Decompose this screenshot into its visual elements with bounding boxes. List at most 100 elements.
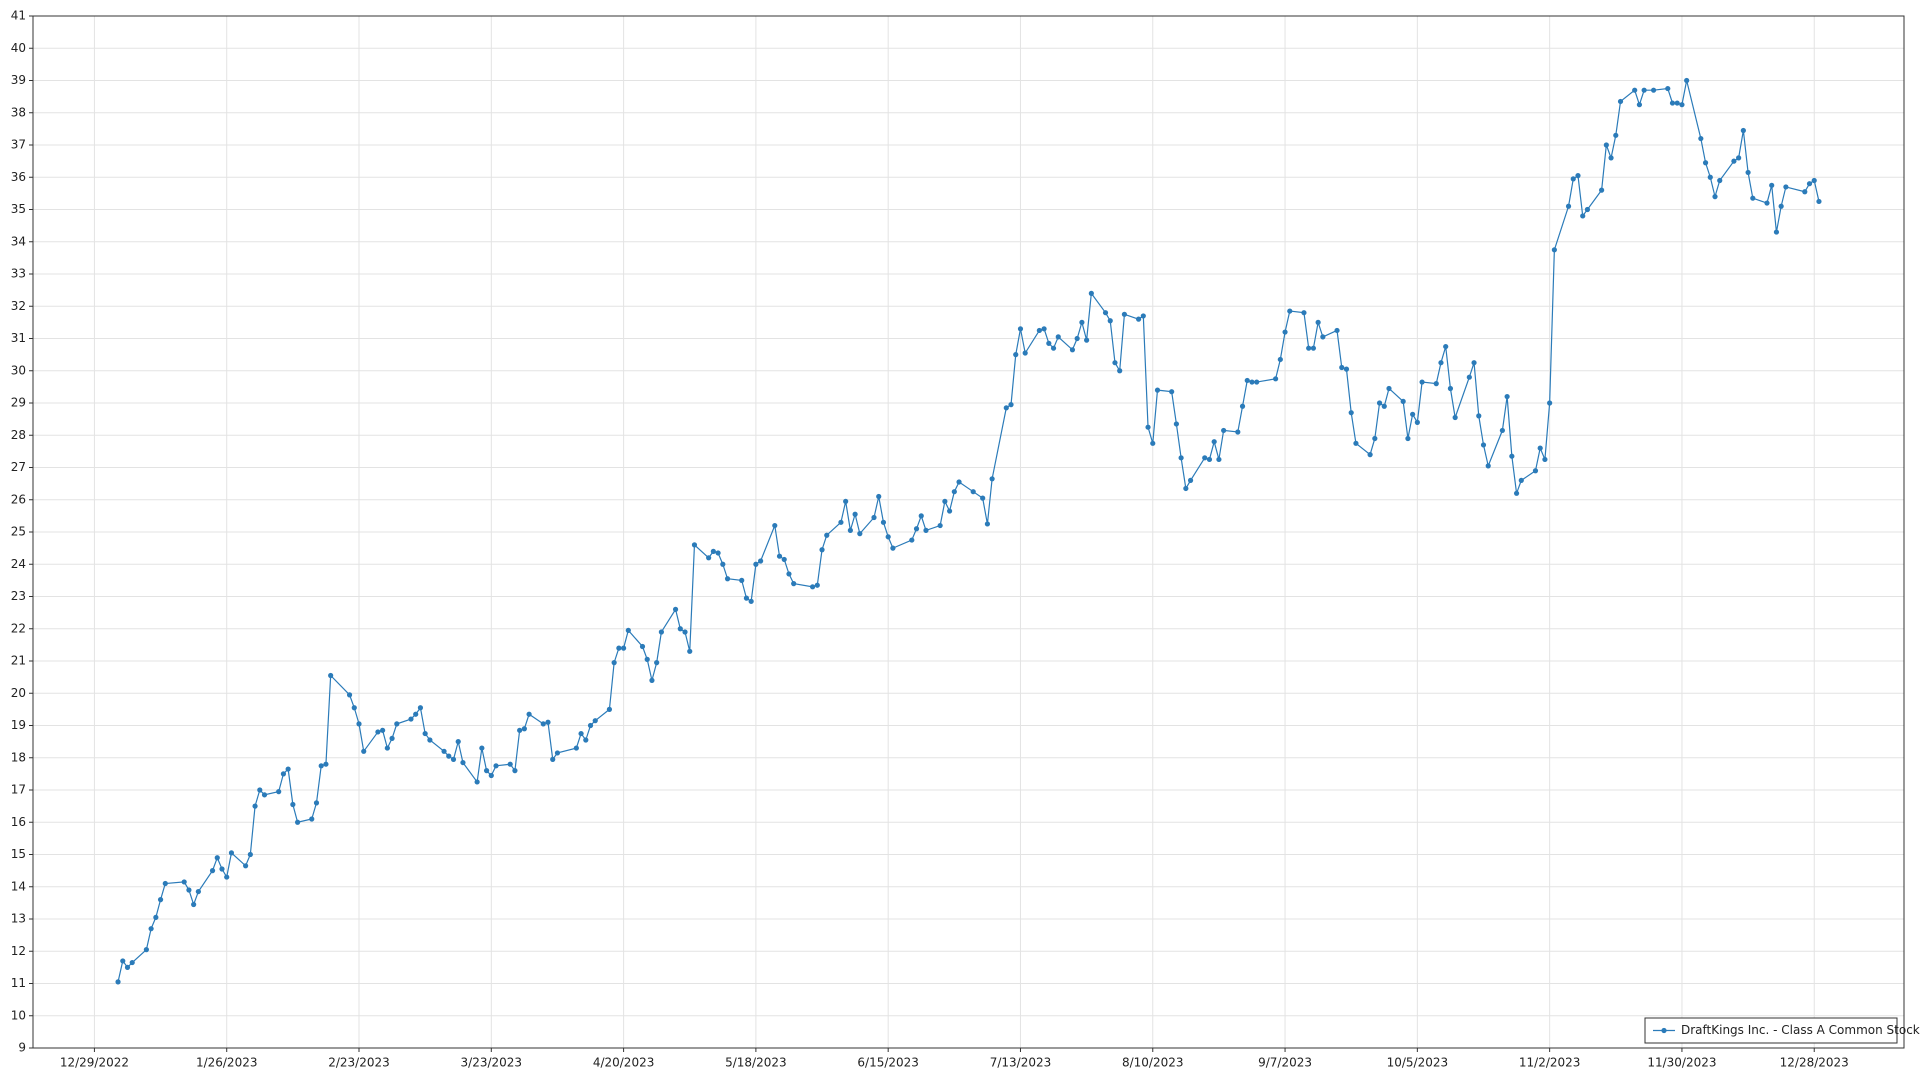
marker xyxy=(772,522,778,529)
marker xyxy=(554,750,561,756)
marker xyxy=(1702,160,1709,166)
marker xyxy=(1542,456,1548,463)
marker xyxy=(162,880,168,887)
marker xyxy=(243,863,249,869)
legend: DraftKings Inc. - Class A Common Stock xyxy=(1644,1017,1920,1044)
marker xyxy=(1806,181,1813,187)
marker xyxy=(814,582,820,588)
marker xyxy=(290,801,296,808)
y-tick-label: 26 xyxy=(11,492,26,506)
marker xyxy=(677,626,683,632)
marker xyxy=(1551,247,1557,253)
marker xyxy=(1150,440,1156,446)
marker xyxy=(1603,142,1609,148)
marker xyxy=(285,766,291,772)
marker xyxy=(1310,345,1317,351)
marker xyxy=(1055,334,1061,340)
marker xyxy=(540,721,546,727)
marker xyxy=(1079,319,1085,325)
y-tick-label: 17 xyxy=(11,783,26,797)
marker xyxy=(115,979,121,985)
marker xyxy=(1239,403,1246,409)
x-tick-label: 12/28/2023 xyxy=(1780,1056,1849,1070)
marker xyxy=(1447,385,1454,392)
marker xyxy=(1471,360,1477,366)
marker xyxy=(1745,169,1751,176)
y-tick-label: 29 xyxy=(11,396,26,410)
marker xyxy=(1367,452,1373,458)
marker xyxy=(1178,455,1184,461)
marker xyxy=(375,729,381,735)
marker xyxy=(1381,403,1387,409)
marker xyxy=(578,730,584,737)
x-tick-label: 11/30/2023 xyxy=(1647,1056,1716,1070)
marker xyxy=(706,555,712,561)
marker xyxy=(1287,308,1293,314)
marker xyxy=(672,606,679,613)
marker xyxy=(474,779,480,785)
marker xyxy=(1537,445,1543,451)
marker xyxy=(191,901,197,908)
marker xyxy=(219,866,225,872)
marker xyxy=(228,850,235,856)
marker xyxy=(583,737,589,743)
marker xyxy=(153,914,159,920)
marker xyxy=(356,721,362,727)
x-tick-label: 12/29/2022 xyxy=(60,1056,129,1070)
marker xyxy=(1183,485,1189,492)
marker xyxy=(687,648,693,654)
marker xyxy=(361,748,367,754)
marker xyxy=(408,716,414,722)
x-tick-label: 11/2/2023 xyxy=(1519,1056,1581,1070)
marker xyxy=(1419,379,1425,385)
marker xyxy=(1405,435,1411,442)
marker xyxy=(843,498,849,504)
marker xyxy=(691,542,698,548)
y-tick-label: 21 xyxy=(11,654,26,668)
marker xyxy=(224,874,230,880)
marker xyxy=(1650,87,1657,93)
marker xyxy=(1315,319,1321,325)
marker xyxy=(1334,327,1340,334)
marker xyxy=(649,677,655,683)
marker xyxy=(351,705,357,711)
marker xyxy=(1433,381,1439,387)
marker xyxy=(1750,195,1756,201)
marker xyxy=(951,489,957,495)
marker xyxy=(1669,100,1676,106)
marker xyxy=(1400,398,1406,404)
marker xyxy=(1584,206,1591,213)
marker xyxy=(309,816,315,822)
marker xyxy=(625,627,631,633)
marker xyxy=(1107,318,1113,324)
marker xyxy=(318,763,324,769)
y-tick-label: 10 xyxy=(11,1008,26,1022)
marker xyxy=(1254,379,1260,385)
legend-label: DraftKings Inc. - Class A Common Stock xyxy=(1681,1023,1920,1037)
marker xyxy=(247,851,253,858)
marker xyxy=(328,672,334,679)
marker xyxy=(1121,311,1128,317)
y-tick-label: 24 xyxy=(11,557,26,571)
marker xyxy=(857,531,863,537)
marker xyxy=(658,629,664,635)
marker xyxy=(460,759,466,766)
marker xyxy=(413,711,419,717)
marker xyxy=(1811,177,1817,184)
marker xyxy=(791,581,797,587)
marker xyxy=(1707,174,1713,180)
marker xyxy=(389,735,395,742)
marker xyxy=(1173,421,1179,427)
y-tick-label: 38 xyxy=(11,105,26,119)
marker xyxy=(384,745,390,751)
marker xyxy=(909,537,915,543)
marker xyxy=(890,545,896,551)
marker xyxy=(1476,413,1482,419)
marker xyxy=(1608,155,1614,161)
marker xyxy=(710,548,716,554)
marker xyxy=(1599,187,1605,193)
marker xyxy=(1353,440,1359,446)
y-tick-label: 39 xyxy=(11,73,26,87)
marker xyxy=(550,756,556,762)
marker xyxy=(1641,87,1647,93)
